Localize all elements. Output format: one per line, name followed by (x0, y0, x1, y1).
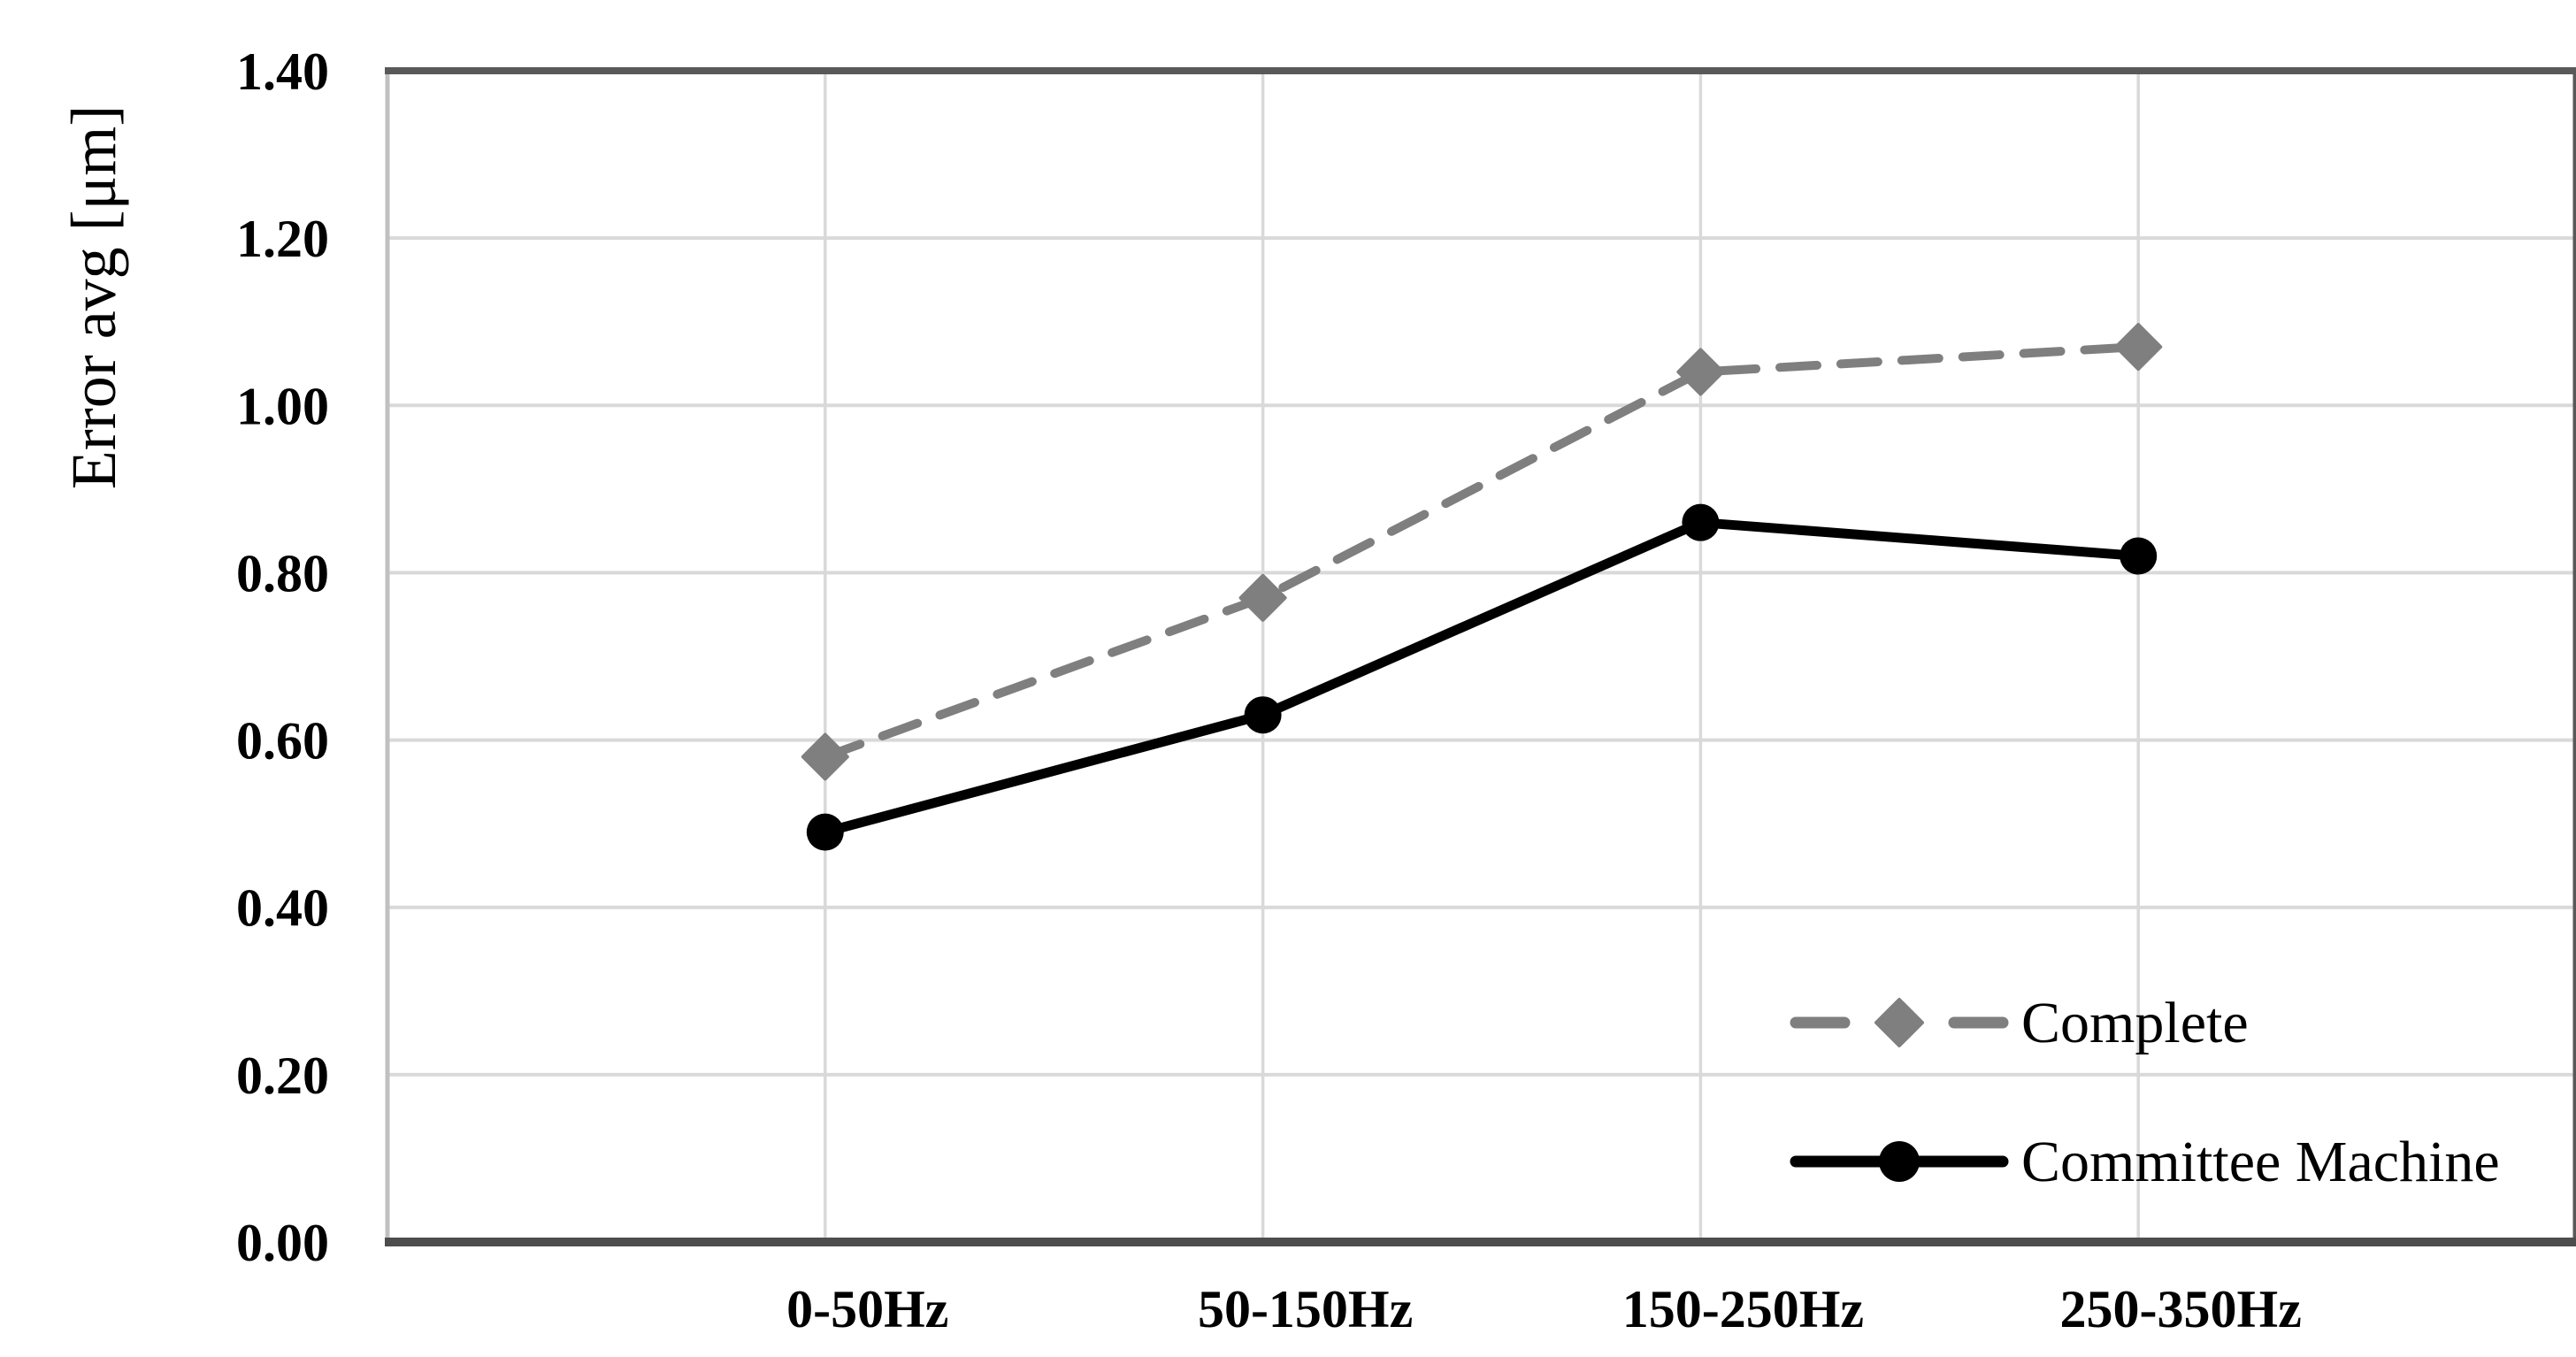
y-tick-label-0.60: 0.60 (236, 712, 329, 770)
series-committee-machine-line (820, 518, 2143, 838)
line-chart-figure: 0.00 0.20 0.40 0.60 0.80 1.00 1.20 1.40 0-50Hz 50… (35, 14, 2576, 1343)
marker-committee-machine-0-50hz (806, 813, 844, 851)
legend-label-complete: Complete (2021, 991, 2249, 1055)
series-group (801, 323, 2163, 851)
y-tick-label-0.80: 0.80 (236, 544, 329, 602)
y-tick-label-1.20: 1.20 (236, 210, 329, 268)
vertical-gridlines (824, 71, 2140, 1242)
x-tick-label-150-250hz: 150-250Hz (1622, 1280, 1864, 1338)
legend-marker-circle (1879, 1141, 1920, 1182)
legend-label-committee-machine: Committee Machine (2021, 1130, 2500, 1194)
marker-committee-machine-250-350hz (2120, 537, 2158, 575)
y-tick-label-0.40: 0.40 (236, 879, 329, 938)
series-complete-line (820, 342, 2143, 762)
x-tick-label-50-150hz: 50-150Hz (1198, 1280, 1413, 1338)
x-tick-label-0-50hz: 0-50Hz (786, 1280, 948, 1338)
x-tick-label-250-350hz: 250-350Hz (2060, 1280, 2302, 1338)
marker-committee-machine-50-150hz (1244, 696, 1282, 734)
marker-committee-machine-150-250hz (1682, 503, 1720, 541)
marker-complete-150-250hz (1676, 348, 1725, 396)
marker-complete-50-150hz (1238, 573, 1287, 622)
legend-marker-diamond (1874, 998, 1924, 1047)
legend-entry-complete: Complete (1790, 991, 2249, 1055)
y-tick-label-1.40: 1.40 (236, 42, 329, 101)
plot-area-borders (385, 67, 2576, 1246)
chart-svg: 0.00 0.20 0.40 0.60 0.80 1.00 1.20 1.40 0-50Hz 50… (58, 42, 2576, 1338)
y-tick-label-0.20: 0.20 (236, 1046, 329, 1105)
marker-complete-250-350hz (2114, 323, 2163, 372)
horizontal-gridlines (387, 236, 2576, 1077)
legend: Complete Committee Machine (1790, 991, 2500, 1194)
marker-complete-0-50hz (801, 732, 849, 781)
legend-entry-committee-machine: Committee Machine (1790, 1130, 2500, 1194)
y-axis-title: Error avg [μm] (58, 105, 129, 489)
y-tick-label-0.00: 0.00 (236, 1214, 329, 1272)
y-tick-label-1.00: 1.00 (236, 377, 329, 435)
